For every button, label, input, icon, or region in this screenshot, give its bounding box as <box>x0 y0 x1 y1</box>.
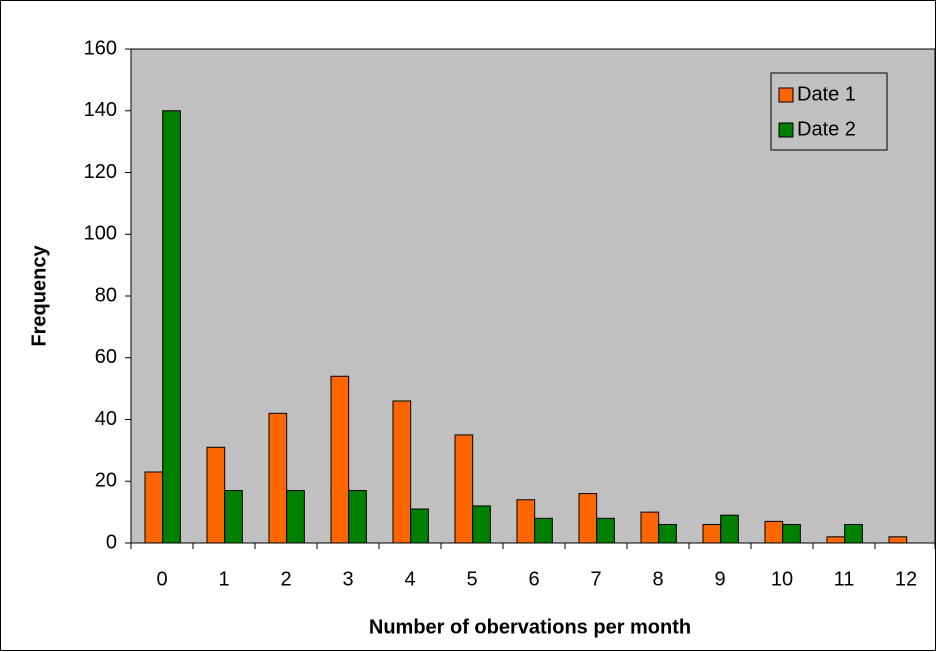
x-tick-label: 9 <box>714 568 725 590</box>
bar <box>472 505 491 544</box>
y-tick-label: 120 <box>84 161 117 183</box>
y-tick-label: 160 <box>84 37 117 59</box>
x-tick-label: 4 <box>404 568 415 590</box>
bar <box>206 446 226 544</box>
x-tick-label: 7 <box>590 568 601 590</box>
bar <box>268 412 288 544</box>
y-tick-label: 60 <box>95 346 117 368</box>
bar <box>782 523 801 544</box>
bar <box>764 520 784 544</box>
y-tick-label: 20 <box>95 470 117 492</box>
bar <box>516 499 536 544</box>
y-tick-label: 80 <box>95 284 117 306</box>
bar <box>330 375 350 544</box>
x-tick-label: 3 <box>342 568 353 590</box>
bar <box>348 490 367 544</box>
bar <box>144 471 164 544</box>
bar <box>534 517 553 544</box>
legend-label: Date 2 <box>797 118 856 140</box>
legend-swatch <box>778 122 794 138</box>
bar <box>224 490 243 544</box>
x-tick-label: 12 <box>895 568 917 590</box>
y-tick-label: 0 <box>106 531 117 553</box>
legend-label: Date 1 <box>797 83 856 105</box>
bar <box>640 511 660 544</box>
bar <box>596 517 615 544</box>
x-tick-label: 8 <box>652 568 663 590</box>
bar <box>844 523 863 544</box>
x-tick-label: 0 <box>156 568 167 590</box>
bar <box>720 514 739 544</box>
y-tick-label: 140 <box>84 99 117 121</box>
legend-swatch <box>778 87 794 103</box>
y-tick-label: 100 <box>84 223 117 245</box>
x-tick-label: 10 <box>771 568 793 590</box>
y-tick-label: 40 <box>95 408 117 430</box>
bar <box>410 508 429 544</box>
bar <box>162 110 181 544</box>
x-axis-title: Number of obervations per month <box>369 616 691 638</box>
bar <box>286 490 305 544</box>
bar <box>658 523 677 544</box>
x-tick-label: 11 <box>834 568 855 590</box>
x-tick-label: 1 <box>218 568 229 590</box>
bar <box>578 493 598 544</box>
bar <box>702 523 722 544</box>
bar <box>392 400 412 544</box>
x-tick-label: 2 <box>280 568 291 590</box>
y-axis-title: Frequency <box>28 245 50 347</box>
bar <box>888 536 908 544</box>
x-tick-label: 6 <box>528 568 539 590</box>
bar <box>454 434 474 544</box>
x-tick-label: 5 <box>466 568 477 590</box>
bar <box>826 536 846 544</box>
